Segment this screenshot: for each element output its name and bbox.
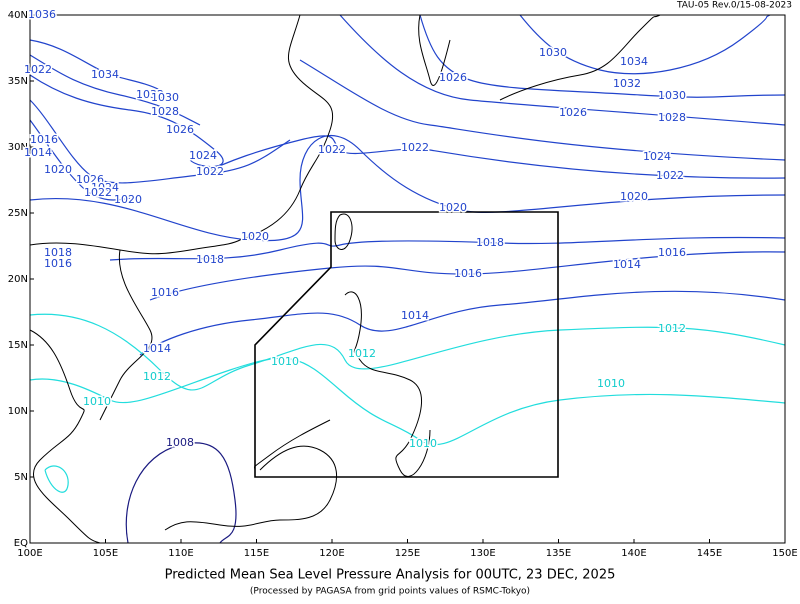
isobar-label: 1010 [271, 355, 299, 368]
isobar-label: 1014 [401, 309, 429, 322]
isobar-label: 1014 [613, 258, 641, 271]
isobar-label: 1030 [539, 46, 567, 59]
lon-label: 125E [395, 548, 420, 559]
isobar-label: 1020 [44, 163, 72, 176]
isobar-label: 1022 [84, 186, 112, 199]
isobar [339, 14, 786, 126]
isobar-label: 1016 [151, 286, 179, 299]
isobars [29, 14, 786, 544]
isobar-label: 1020 [241, 230, 269, 243]
isobar [29, 99, 291, 184]
map-title: Predicted Mean Sea Level Pressure Analys… [165, 568, 616, 583]
isobar-label: 1024 [643, 150, 671, 163]
isobar [519, 14, 771, 75]
lon-label: 130E [470, 548, 495, 559]
isobar [149, 251, 786, 301]
isobar-label: 1030 [151, 91, 179, 104]
isobar-label: 1022 [318, 143, 346, 156]
isobar-label: 1026 [439, 71, 467, 84]
isobar-label: 1028 [151, 105, 179, 118]
isobar-label: 1022 [196, 165, 224, 178]
isobar-label: 1016 [658, 246, 686, 259]
map-subtitle: (Processed by PAGASA from grid points va… [250, 587, 530, 597]
isobar-label: 1012 [348, 347, 376, 360]
lat-label: 35N [8, 76, 28, 87]
isobar-label: 1012 [658, 322, 686, 335]
header-code: TAU-05 Rev.0/15-08-2023 [676, 1, 792, 11]
isobar-label: 1014 [24, 146, 52, 159]
isobar-label: 1030 [658, 89, 686, 102]
isobar-label: 1010 [409, 437, 437, 450]
lon-label: 100E [17, 548, 42, 559]
lon-label: 120E [319, 548, 344, 559]
isobar-label: 1034 [91, 68, 119, 81]
isobar-label: 1020 [114, 193, 142, 206]
isobar-label: 1028 [658, 111, 686, 124]
isobar [299, 59, 786, 161]
lon-label: 140E [621, 548, 646, 559]
isobar-label: 1026 [559, 106, 587, 119]
coastline [418, 14, 451, 86]
isobar-label: 1010 [83, 395, 111, 408]
coastline [29, 329, 101, 544]
isobar [199, 135, 786, 179]
lat-label: 10N [8, 406, 28, 417]
isobar-label: 1022 [24, 63, 52, 76]
isobar [139, 290, 786, 356]
lat-label: 30N [8, 142, 28, 153]
isobar-label: 1018 [476, 236, 504, 249]
isobar-label: 1024 [91, 181, 119, 194]
isobar-label: 1036 [28, 8, 56, 21]
coastline [344, 291, 431, 477]
lon-label: 105E [93, 548, 118, 559]
isobar-label: 1024 [189, 149, 217, 162]
lat-label: 15N [8, 340, 28, 351]
isobar [44, 465, 69, 493]
isobar-label: 1032 [613, 77, 641, 90]
isobar-label: 1016 [454, 267, 482, 280]
isobar-label: 1016 [44, 257, 72, 270]
coastline [499, 14, 661, 101]
lat-label: 5N [14, 472, 28, 483]
isobar-label: 1008 [166, 436, 194, 449]
isobar-label: 1018 [44, 246, 72, 259]
lon-label: 115E [244, 548, 269, 559]
isobar-label: 1018 [196, 253, 224, 266]
isobar-label: 1022 [656, 169, 684, 182]
isobar-label: 1034 [620, 55, 648, 68]
isobar [29, 74, 224, 168]
coastline [29, 239, 241, 255]
lon-label: 110E [168, 548, 193, 559]
lon-label: 135E [546, 548, 571, 559]
lat-label: 25N [8, 208, 28, 219]
isobar-label: 1026 [166, 123, 194, 136]
isobar [29, 54, 201, 126]
isobar [29, 39, 161, 91]
isobar-label: 1012 [143, 370, 171, 383]
lat-label: 20N [8, 274, 28, 285]
lon-label: 150E [772, 548, 797, 559]
lat-label: EQ [14, 538, 28, 549]
isobar-label: 1010 [597, 377, 625, 390]
isobar-label: 1020 [620, 190, 648, 203]
isobar [125, 442, 237, 544]
isobar [29, 313, 786, 391]
isobar [29, 357, 786, 446]
isobar-label: 1032 [136, 88, 164, 101]
isobar [29, 119, 131, 201]
isobar-label: 1026 [76, 173, 104, 186]
coastline [164, 445, 338, 531]
lon-label: 145E [697, 548, 722, 559]
isobar-label: 1020 [439, 201, 467, 214]
isobar-label: 1022 [401, 141, 429, 154]
coastline [334, 213, 353, 250]
area-of-responsibility [254, 211, 559, 478]
coastline [239, 14, 334, 241]
coastline [99, 249, 153, 421]
isobar-label: 1016 [30, 133, 58, 146]
isobar-label: 1014 [143, 342, 171, 355]
lat-label: 40N [8, 10, 28, 21]
